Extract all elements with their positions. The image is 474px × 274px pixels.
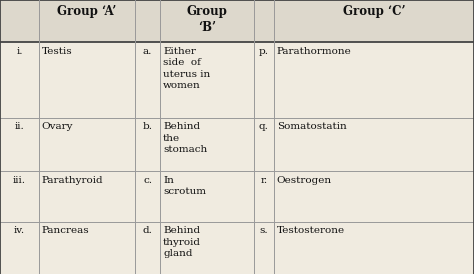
- Text: Somatostatin: Somatostatin: [277, 122, 346, 131]
- Text: Behind
the
stomach: Behind the stomach: [163, 122, 207, 154]
- Text: s.: s.: [259, 226, 268, 235]
- Text: Ovary: Ovary: [42, 122, 73, 131]
- Text: q.: q.: [259, 122, 269, 131]
- Text: a.: a.: [143, 47, 152, 56]
- Text: Group
‘B’: Group ‘B’: [186, 5, 228, 35]
- Text: c.: c.: [143, 176, 152, 185]
- Text: Either
side  of
uterus in
women: Either side of uterus in women: [163, 47, 210, 90]
- Bar: [0, 42, 474, 118]
- Bar: [0, 118, 474, 171]
- Text: Testis: Testis: [42, 47, 73, 56]
- Text: i.: i.: [16, 47, 23, 56]
- Text: In
scrotum: In scrotum: [163, 176, 206, 196]
- Text: Parathyroid: Parathyroid: [42, 176, 103, 185]
- Bar: [0, 222, 474, 274]
- Text: Testosterone: Testosterone: [277, 226, 345, 235]
- Bar: [0, 171, 474, 222]
- Bar: [0, 0, 474, 42]
- Text: r.: r.: [260, 176, 267, 185]
- Text: iv.: iv.: [14, 226, 25, 235]
- Text: Pancreas: Pancreas: [42, 226, 89, 235]
- Text: ii.: ii.: [15, 122, 24, 131]
- Text: Oestrogen: Oestrogen: [277, 176, 332, 185]
- Text: Group ‘C’: Group ‘C’: [343, 5, 405, 18]
- Text: d.: d.: [143, 226, 153, 235]
- Text: Group ‘A’: Group ‘A’: [57, 5, 117, 18]
- Text: p.: p.: [259, 47, 269, 56]
- Text: Behind
thyroid
gland: Behind thyroid gland: [163, 226, 201, 258]
- Text: iii.: iii.: [13, 176, 26, 185]
- Text: Parathormone: Parathormone: [277, 47, 352, 56]
- Text: b.: b.: [143, 122, 153, 131]
